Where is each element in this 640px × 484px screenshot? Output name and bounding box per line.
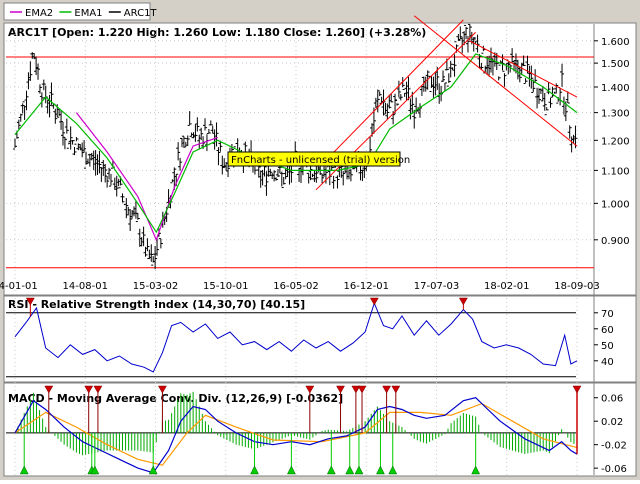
price-y-label-5: 1.100 bbox=[601, 166, 630, 177]
legend-label-1: EMA1 bbox=[74, 8, 102, 19]
macd-buy-marker-4 bbox=[250, 465, 259, 475]
macd-sell-marker-5 bbox=[336, 385, 345, 394]
watermark-box bbox=[227, 151, 401, 167]
x-axis-label-5: 16-12-01 bbox=[344, 281, 389, 292]
macd-sell-marker-2 bbox=[93, 385, 103, 394]
macd-sell-marker-8 bbox=[382, 385, 392, 394]
macd-buy-marker-9 bbox=[376, 465, 385, 475]
trend-line-2 bbox=[413, 15, 578, 147]
macd-panel bbox=[3, 382, 637, 477]
macd-y-label-2: -0.02 bbox=[601, 441, 627, 452]
rsi-y-label-3: 40 bbox=[601, 357, 614, 368]
x-axis-label-3: 15-10-01 bbox=[203, 281, 248, 292]
rsi-line bbox=[14, 301, 578, 373]
rsi-panel-title: RSI - Relative Strength Index (14,30,70)… bbox=[8, 298, 305, 311]
macd-final-sell-marker bbox=[572, 385, 582, 394]
price-panel-title: ARC1T [Open: 1.220 High: 1.260 Low: 1.18… bbox=[8, 26, 426, 39]
x-axis-label-7: 18-02-01 bbox=[484, 281, 529, 292]
x-axis-label-2: 15-03-02 bbox=[133, 281, 178, 292]
price-y-label-0: 1.600 bbox=[601, 37, 630, 48]
x-axis-label-6: 17-07-03 bbox=[414, 281, 459, 292]
x-axis-label-4: 16-05-02 bbox=[273, 281, 318, 292]
watermark-text: FnCharts - unlicensed (trial) version bbox=[231, 155, 410, 166]
ema2-line bbox=[75, 112, 218, 242]
macd-buy-marker-3 bbox=[148, 465, 158, 475]
price-y-label-4: 1.200 bbox=[601, 136, 630, 147]
x-axis-strip bbox=[6, 276, 594, 294]
x-axis-label-8: 18-09-03 bbox=[554, 281, 599, 292]
legend-box bbox=[3, 2, 151, 21]
price-y-label-3: 1.300 bbox=[601, 109, 630, 120]
rsi-panel bbox=[3, 295, 637, 383]
macd-buy-marker-2 bbox=[90, 465, 100, 475]
macd-sell-marker-4 bbox=[305, 385, 315, 394]
macd-y-label-1: 0.02 bbox=[601, 417, 623, 428]
price-y-label-2: 1.400 bbox=[601, 83, 630, 94]
x-axis-label-1: 14-08-01 bbox=[63, 281, 108, 292]
macd-sell-marker-3 bbox=[157, 385, 167, 394]
legend-label-0: EMA2 bbox=[25, 8, 53, 19]
trend-line-1 bbox=[321, 19, 464, 165]
macd-buy-marker-6 bbox=[326, 465, 336, 475]
trend-line-3 bbox=[469, 40, 578, 98]
macd-sell-marker-9 bbox=[391, 385, 401, 394]
macd-y-label-0: 0.06 bbox=[601, 394, 623, 405]
macd-buy-marker-8 bbox=[354, 465, 364, 475]
rsi-y-label-0: 70 bbox=[601, 309, 614, 320]
rsi-plot: 70 60 50 40 bbox=[6, 297, 614, 378]
macd-y-label-3: -0.06 bbox=[601, 464, 627, 475]
macd-sell-marker-6 bbox=[351, 385, 361, 394]
macd-panel-title: MACD - Moving Average Conv. Div. (12,26,… bbox=[8, 392, 343, 405]
price-y-label-6: 1.000 bbox=[601, 199, 630, 210]
legend: EMA2 EMA1 ARC1T bbox=[3, 2, 158, 21]
rsi-y-label-2: 50 bbox=[601, 341, 614, 352]
price-y-label-1: 1.500 bbox=[601, 59, 630, 70]
rsi-sell-marker-2 bbox=[458, 297, 468, 306]
trial-watermark: FnCharts - unlicensed (trial) version bbox=[227, 151, 410, 167]
price-y-label-7: 0.900 bbox=[601, 236, 630, 247]
macd-line bbox=[14, 397, 578, 474]
macd-buy-marker-0 bbox=[19, 465, 29, 475]
macd-sell-marker-7 bbox=[357, 385, 367, 394]
macd-sell-marker-1 bbox=[84, 385, 94, 394]
macd-plot: 0.06 0.02 -0.02 -0.06 bbox=[6, 385, 627, 475]
macd-buy-marker-11 bbox=[471, 465, 481, 475]
macd-buy-marker-5 bbox=[286, 465, 296, 475]
rsi-sell-marker-0 bbox=[25, 297, 35, 306]
legend-label-2: ARC1T bbox=[124, 8, 158, 19]
x-axis-label-0: 14-01-01 bbox=[0, 281, 38, 292]
price-plot: 1.600 1.500 1.400 1.300 1.200 1.100 1.000 0.900… bbox=[0, 15, 630, 475]
macd-sell-marker-0 bbox=[44, 385, 54, 394]
macd-buy-marker-7 bbox=[345, 465, 355, 475]
macd-buy-marker-10 bbox=[388, 465, 398, 475]
rsi-y-label-1: 60 bbox=[601, 325, 614, 336]
rsi-sell-marker-1 bbox=[369, 297, 379, 306]
